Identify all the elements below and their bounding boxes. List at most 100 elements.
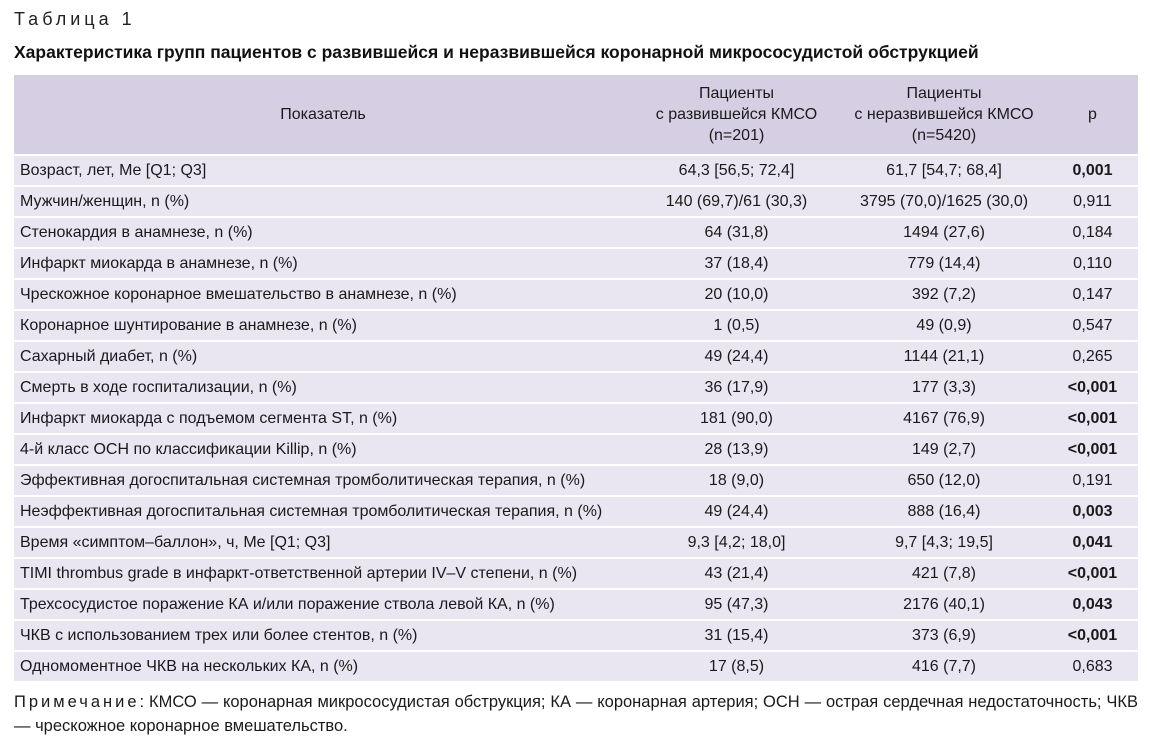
table-row: Чрескожное коронарное вмешательство в ан… (14, 278, 1138, 310)
table-header: Показатель Пациенты с развившейся КМСО (… (14, 75, 1138, 156)
row-indicator: Инфаркт миокарда в анамнезе, n (%) (14, 247, 632, 279)
row-value-undeveloped: 373 (6,9) (841, 619, 1047, 651)
row-indicator: 4-й класс ОСН по классификации Killip, n… (14, 433, 632, 465)
row-p-value: <0,001 (1047, 371, 1138, 403)
header-group-undeveloped-line-3: (n=5420) (911, 127, 977, 144)
table-row: Одномоментное ЧКВ на нескольких КА, n (%… (14, 650, 1138, 681)
header-indicator: Показатель (14, 75, 632, 156)
row-indicator: Время «симптом–баллон», ч, Me [Q1; Q3] (14, 526, 632, 558)
row-value-developed: 95 (47,3) (632, 588, 841, 620)
header-group-undeveloped: Пациенты с неразвившейся КМСО (n=5420) (841, 75, 1047, 156)
row-indicator: Стенокардия в анамнезе, n (%) (14, 216, 632, 248)
row-value-developed: 9,3 [4,2; 18,0] (632, 526, 841, 558)
header-row: Показатель Пациенты с развившейся КМСО (… (14, 75, 1138, 156)
header-group-developed-line-2: с развившейся КМСО (655, 106, 818, 123)
row-indicator: Возраст, лет, Me [Q1; Q3] (14, 154, 632, 186)
row-value-undeveloped: 4167 (76,9) (841, 402, 1047, 434)
row-value-undeveloped: 2176 (40,1) (841, 588, 1047, 620)
table-row: Инфаркт миокарда в анамнезе, n (%) 37 (18… (14, 247, 1138, 279)
header-group-undeveloped-line-1: Пациенты (906, 85, 982, 102)
row-indicator: ЧКВ с использованием трех или более стен… (14, 619, 632, 651)
row-value-undeveloped: 61,7 [54,7; 68,4] (841, 154, 1047, 186)
row-value-undeveloped: 177 (3,3) (841, 371, 1047, 403)
row-indicator: Смерть в ходе госпитализации, n (%) (14, 371, 632, 403)
table-row: Коронарное шунтирование в анамнезе, n (%… (14, 309, 1138, 341)
row-indicator: TIMI thrombus grade в инфаркт-ответствен… (14, 557, 632, 589)
table-row: Смерть в ходе госпитализации, n (%) 36 (1… (14, 371, 1138, 403)
table-row: TIMI thrombus grade в инфаркт-ответствен… (14, 557, 1138, 589)
row-value-developed: 43 (21,4) (632, 557, 841, 589)
row-p-value: 0,683 (1047, 650, 1138, 681)
row-p-value: 0,191 (1047, 464, 1138, 496)
table-row: Инфаркт миокарда с подъемом сегмента ST,… (14, 402, 1138, 434)
header-group-developed-line-1: Пациенты (698, 85, 775, 102)
table-row: Стенокардия в анамнезе, n (%) 64 (31,8) 14… (14, 216, 1138, 248)
header-group-developed: Пациенты с развившейся КМСО (n=201) (632, 75, 841, 156)
table-row: Мужчин/женщин, n (%) 140 (69,7)/61 (30,3)… (14, 185, 1138, 217)
row-value-developed: 64 (31,8) (632, 216, 841, 248)
row-value-developed: 17 (8,5) (632, 650, 841, 681)
table-title: Характеристика групп пациентов с развивш… (14, 42, 979, 62)
row-p-value: <0,001 (1047, 433, 1138, 465)
row-indicator: Эффективная догоспитальная системная тро… (14, 464, 632, 496)
header-group-undeveloped-line-2: с неразвившейся КМСО (854, 106, 1034, 123)
row-value-undeveloped: 1144 (21,1) (841, 340, 1047, 372)
row-indicator: Трехсосудистое поражение КА и/или пораже… (14, 588, 632, 620)
row-p-value: 0,110 (1047, 247, 1138, 279)
row-p-value: 0,265 (1047, 340, 1138, 372)
row-value-undeveloped: 49 (0,9) (841, 309, 1047, 341)
row-p-value: 0,184 (1047, 216, 1138, 248)
table-label: Таблица 1 (14, 9, 136, 29)
row-value-developed: 37 (18,4) (632, 247, 841, 279)
row-value-undeveloped: 650 (12,0) (841, 464, 1047, 496)
row-value-undeveloped: 149 (2,7) (841, 433, 1047, 465)
row-value-developed: 140 (69,7)/61 (30,3) (632, 185, 841, 217)
row-indicator: Инфаркт миокарда с подъемом сегмента ST,… (14, 402, 632, 434)
row-value-undeveloped: 421 (7,8) (841, 557, 1047, 589)
row-indicator: Коронарное шунтирование в анамнезе, n (%… (14, 309, 632, 341)
row-value-developed: 20 (10,0) (632, 278, 841, 310)
table-row: 4-й класс ОСН по классификации Killip, n… (14, 433, 1138, 465)
row-value-undeveloped: 392 (7,2) (841, 278, 1047, 310)
row-value-undeveloped: 779 (14,4) (841, 247, 1047, 279)
row-value-developed: 36 (17,9) (632, 371, 841, 403)
row-p-value: <0,001 (1047, 619, 1138, 651)
row-p-value: 0,041 (1047, 526, 1138, 558)
row-value-undeveloped: 1494 (27,6) (841, 216, 1047, 248)
table-row: Сахарный диабет, n (%) 49 (24,4) 1144 (21,… (14, 340, 1138, 372)
note-label: Примечание (14, 693, 140, 711)
row-p-value: 0,147 (1047, 278, 1138, 310)
row-p-value: 0,001 (1047, 154, 1138, 186)
row-indicator: Мужчин/женщин, n (%) (14, 185, 632, 217)
table-row: Эффективная догоспитальная системная тро… (14, 464, 1138, 496)
row-value-developed: 181 (90,0) (632, 402, 841, 434)
row-p-value: 0,003 (1047, 495, 1138, 527)
row-value-developed: 49 (24,4) (632, 340, 841, 372)
row-p-value: 0,547 (1047, 309, 1138, 341)
row-value-undeveloped: 888 (16,4) (841, 495, 1047, 527)
row-indicator: Неэффективная догоспитальная системная т… (14, 495, 632, 527)
row-value-undeveloped: 9,7 [4,3; 19,5] (841, 526, 1047, 558)
row-value-developed: 64,3 [56,5; 72,4] (632, 154, 841, 186)
table-row: Трехсосудистое поражение КА и/или пораже… (14, 588, 1138, 620)
row-p-value: <0,001 (1047, 402, 1138, 434)
row-value-developed: 18 (9,0) (632, 464, 841, 496)
row-value-undeveloped: 3795 (70,0)/1625 (30,0) (841, 185, 1047, 217)
characteristics-table: Показатель Пациенты с развившейся КМСО (… (14, 75, 1138, 681)
row-p-value: <0,001 (1047, 557, 1138, 589)
table-row: Неэффективная догоспитальная системная т… (14, 495, 1138, 527)
row-indicator: Сахарный диабет, n (%) (14, 340, 632, 372)
header-p-value: p (1047, 75, 1138, 156)
row-value-developed: 31 (15,4) (632, 619, 841, 651)
table-row: Время «симптом–баллон», ч, Me [Q1; Q3] 9,… (14, 526, 1138, 558)
header-group-developed-line-3: (n=201) (708, 127, 765, 144)
note-text: : КМСО — коронарная микрососудистая обст… (14, 693, 1138, 735)
table-row: ЧКВ с использованием трех или более стен… (14, 619, 1138, 651)
row-value-developed: 28 (13,9) (632, 433, 841, 465)
row-value-undeveloped: 416 (7,7) (841, 650, 1047, 681)
table-row: Возраст, лет, Me [Q1; Q3] 64,3 [56,5; 72,… (14, 154, 1138, 186)
row-indicator: Чрескожное коронарное вмешательство в ан… (14, 278, 632, 310)
row-value-developed: 49 (24,4) (632, 495, 841, 527)
row-indicator: Одномоментное ЧКВ на нескольких КА, n (%… (14, 650, 632, 681)
